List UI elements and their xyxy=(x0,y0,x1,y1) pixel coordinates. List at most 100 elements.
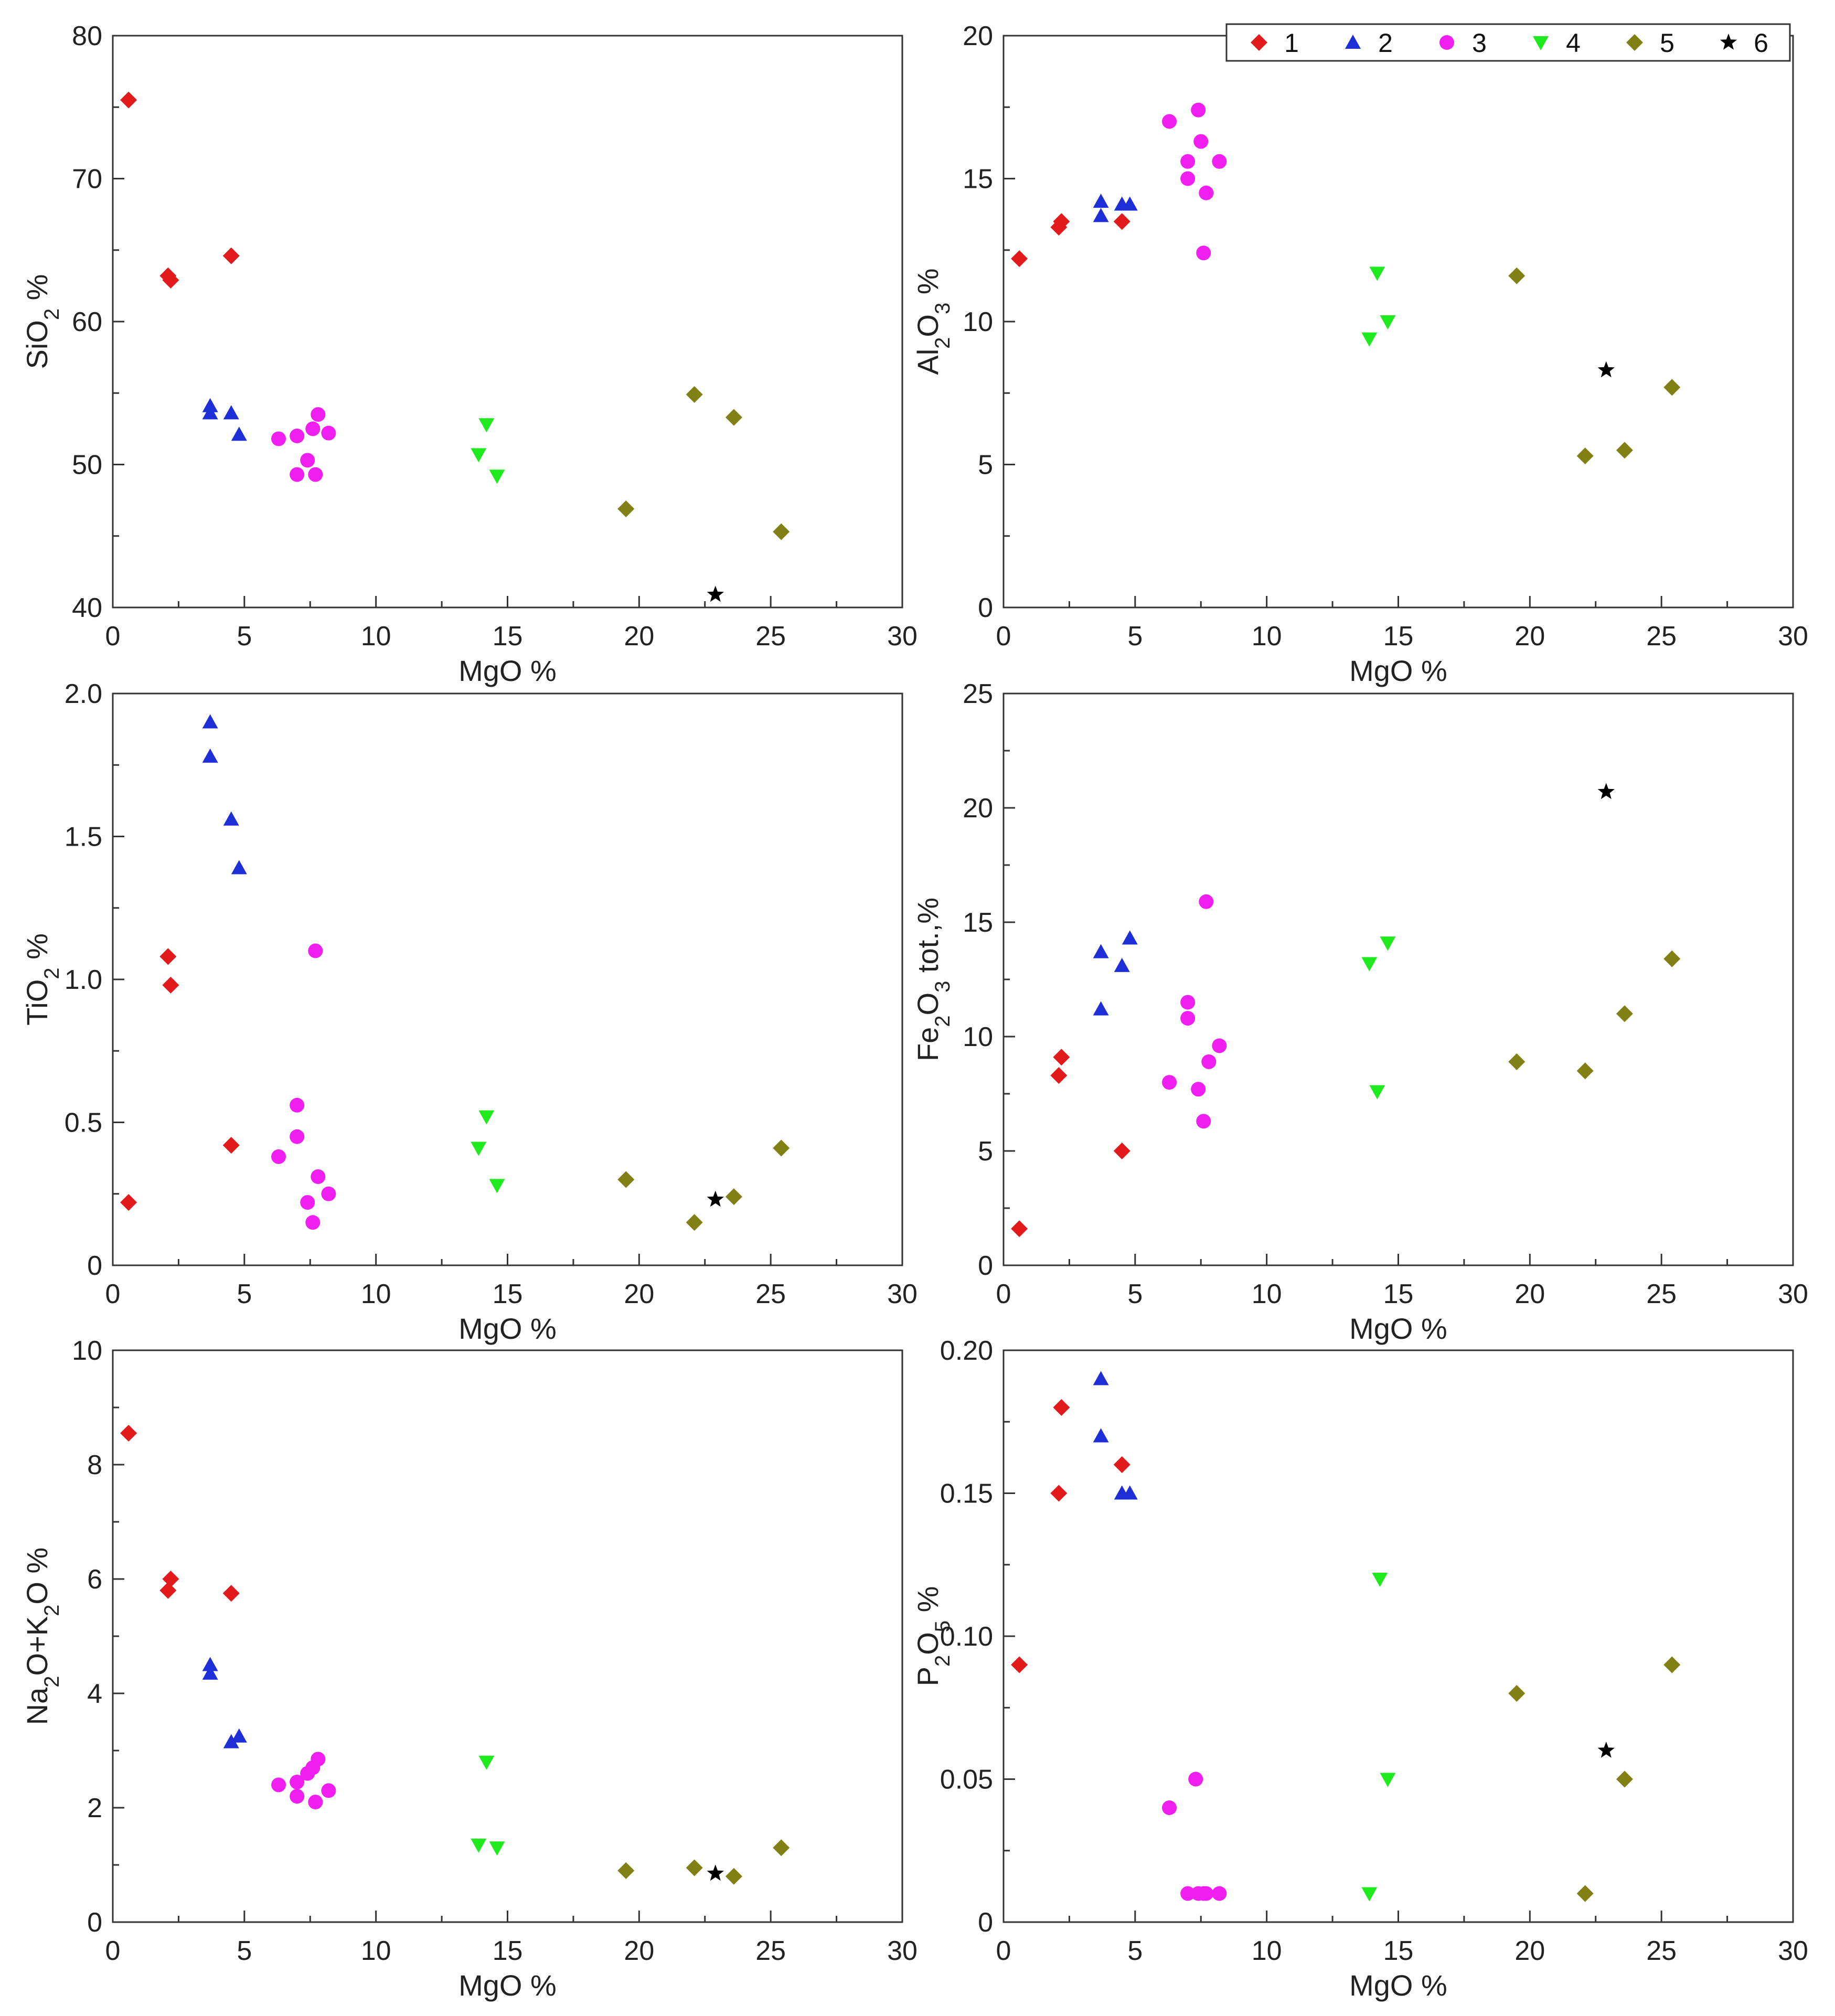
point-series-1 xyxy=(162,271,179,289)
point-series-3 xyxy=(1212,154,1227,169)
point-series-6 xyxy=(707,585,724,602)
x-axis-title: MgO % xyxy=(1349,1969,1447,2002)
x-tick-label: 0 xyxy=(996,1279,1011,1309)
point-series-3 xyxy=(1212,1038,1227,1053)
point-series-4 xyxy=(489,1841,505,1856)
point-series-5 xyxy=(617,1862,635,1879)
x-tick-label: 0 xyxy=(996,1936,1011,1966)
point-series-5 xyxy=(773,1139,790,1157)
point-series-3 xyxy=(308,1795,323,1810)
x-tick-label: 10 xyxy=(1252,621,1282,652)
y-tick-label: 0 xyxy=(978,593,993,623)
plot-frame xyxy=(112,692,903,1266)
x-tick-label: 30 xyxy=(887,621,918,652)
point-series-3 xyxy=(290,1789,305,1804)
y-tick-label: 0.10 xyxy=(940,1622,993,1652)
point-series-3 xyxy=(1196,246,1211,261)
x-tick-label: 15 xyxy=(493,1279,523,1309)
point-series-3 xyxy=(1199,185,1214,200)
legend-label-1: 1 xyxy=(1284,28,1299,58)
x-tick-label: 20 xyxy=(624,1936,654,1966)
x-tick-label: 5 xyxy=(237,1936,252,1966)
point-series-3 xyxy=(1162,1075,1177,1090)
point-series-1 xyxy=(1011,1656,1028,1673)
point-series-3 xyxy=(290,1129,305,1144)
point-series-3 xyxy=(1162,1800,1177,1815)
x-tick-label: 15 xyxy=(493,1936,523,1966)
point-series-3 xyxy=(311,407,326,422)
point-series-3 xyxy=(1188,1772,1203,1787)
point-series-3 xyxy=(1180,171,1196,186)
y-tick-label: 25 xyxy=(963,679,993,709)
point-series-2 xyxy=(1122,930,1138,945)
point-series-3 xyxy=(1191,1082,1206,1097)
point-series-3 xyxy=(271,1149,286,1164)
y-axis-title: Al2O3 % xyxy=(911,268,954,375)
point-series-1 xyxy=(222,1585,240,1602)
point-series-1 xyxy=(159,948,177,965)
legend-label-4: 4 xyxy=(1566,28,1581,58)
x-tick-label: 5 xyxy=(1127,1936,1143,1966)
point-series-5 xyxy=(1663,1656,1681,1673)
y-axis-title: TiO2 % xyxy=(20,933,63,1026)
point-series-2 xyxy=(1093,1428,1109,1443)
point-series-1 xyxy=(120,91,137,109)
point-series-5 xyxy=(1508,1685,1525,1702)
x-tick-label: 20 xyxy=(1514,621,1545,652)
point-series-1 xyxy=(1050,1067,1068,1084)
point-series-3 xyxy=(305,1215,321,1230)
plot-frame xyxy=(1002,1349,1794,1923)
x-tick-label: 0 xyxy=(105,1279,121,1309)
point-series-2 xyxy=(223,405,239,420)
x-tick-label: 10 xyxy=(361,1936,391,1966)
y-tick-label: 0 xyxy=(978,1251,993,1281)
point-series-6 xyxy=(1597,783,1615,799)
point-series-5 xyxy=(1616,442,1633,459)
point-series-2 xyxy=(202,714,218,729)
point-series-2 xyxy=(1093,194,1109,208)
chart-p2o5: 0 5 10 15 20 25 30 0 0.05 0.10 0.15 0.20 MgO % P2O5 % xyxy=(911,1336,1808,2002)
point-series-1 xyxy=(1053,1399,1070,1416)
point-series-2 xyxy=(231,1728,247,1743)
point-series-5 xyxy=(686,386,703,403)
point-series-5 xyxy=(686,1859,703,1876)
x-axis-title: MgO % xyxy=(458,1312,557,1345)
x-axis-title: MgO % xyxy=(1349,654,1447,687)
x-tick-label: 10 xyxy=(1252,1279,1282,1309)
x-tick-label: 0 xyxy=(996,621,1011,652)
y-tick-label: 10 xyxy=(963,1022,993,1052)
legend-marker-1 xyxy=(1251,34,1267,51)
y-tick-label: 1.5 xyxy=(65,822,102,852)
x-tick-label: 0 xyxy=(105,1936,121,1966)
point-series-3 xyxy=(1180,1011,1196,1026)
point-series-2 xyxy=(1093,208,1109,222)
point-series-2 xyxy=(1093,944,1109,958)
point-series-3 xyxy=(290,1097,305,1113)
point-series-3 xyxy=(1199,1886,1214,1901)
y-tick-label: 20 xyxy=(963,793,993,824)
point-series-3 xyxy=(311,1169,326,1185)
y-tick-label: 2.0 xyxy=(65,679,102,709)
point-series-2 xyxy=(223,1734,239,1748)
point-series-3 xyxy=(290,467,305,482)
point-series-5 xyxy=(725,409,742,426)
point-series-3 xyxy=(321,425,336,441)
x-tick-label: 25 xyxy=(1646,621,1677,652)
point-series-4 xyxy=(471,1142,487,1156)
x-tick-label: 15 xyxy=(1383,621,1414,652)
legend-label-3: 3 xyxy=(1472,28,1487,58)
plot-frame xyxy=(112,1349,903,1923)
point-series-2 xyxy=(1122,1485,1138,1500)
x-tick-label: 10 xyxy=(361,1279,391,1309)
point-series-3 xyxy=(1212,1886,1227,1901)
legend-marker-6 xyxy=(1720,34,1737,50)
point-series-5 xyxy=(1508,1053,1525,1070)
x-tick-label: 25 xyxy=(755,1936,786,1966)
point-series-5 xyxy=(773,1839,790,1857)
point-series-4 xyxy=(1361,957,1378,972)
legend-label-5: 5 xyxy=(1660,28,1674,58)
y-axis-title: SiO2 % xyxy=(20,274,63,369)
x-tick-label: 30 xyxy=(887,1279,918,1309)
point-series-2 xyxy=(1093,1001,1109,1016)
